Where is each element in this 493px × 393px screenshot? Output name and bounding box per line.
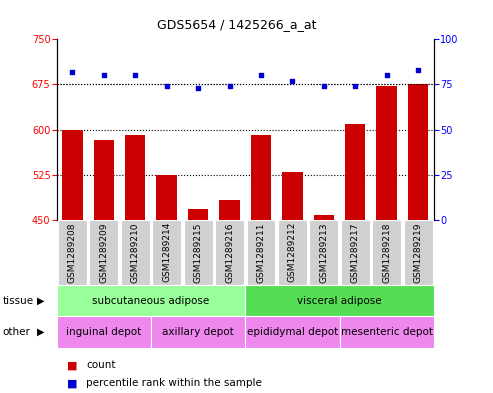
Point bbox=[288, 78, 296, 84]
Bar bbox=[340, 316, 434, 348]
Point bbox=[383, 72, 390, 79]
Text: ■: ■ bbox=[67, 360, 77, 371]
Text: GSM1289208: GSM1289208 bbox=[68, 222, 77, 283]
Bar bbox=[310, 220, 338, 285]
Bar bbox=[184, 220, 212, 285]
Text: subcutaneous adipose: subcutaneous adipose bbox=[92, 296, 210, 306]
Text: GSM1289210: GSM1289210 bbox=[131, 222, 140, 283]
Text: axillary depot: axillary depot bbox=[162, 327, 234, 337]
Bar bbox=[282, 172, 303, 220]
Bar bbox=[377, 86, 397, 220]
Point bbox=[226, 83, 234, 90]
Bar bbox=[57, 316, 151, 348]
Text: percentile rank within the sample: percentile rank within the sample bbox=[86, 378, 262, 388]
Bar bbox=[58, 220, 87, 285]
Text: ▶: ▶ bbox=[37, 327, 45, 337]
Text: GSM1289214: GSM1289214 bbox=[162, 222, 171, 283]
Bar bbox=[372, 220, 401, 285]
Bar bbox=[314, 215, 334, 220]
Text: other: other bbox=[2, 327, 31, 337]
Text: GSM1289219: GSM1289219 bbox=[414, 222, 423, 283]
Bar bbox=[121, 220, 150, 285]
Bar bbox=[94, 140, 114, 220]
Text: count: count bbox=[86, 360, 116, 371]
Bar bbox=[188, 209, 209, 220]
Text: GSM1289213: GSM1289213 bbox=[319, 222, 328, 283]
Bar bbox=[345, 124, 365, 220]
Text: ■: ■ bbox=[67, 378, 77, 388]
Bar bbox=[89, 220, 118, 285]
Bar bbox=[251, 135, 271, 220]
Text: mesenteric depot: mesenteric depot bbox=[341, 327, 433, 337]
Text: visceral adipose: visceral adipose bbox=[297, 296, 382, 306]
Point bbox=[414, 67, 422, 73]
Bar bbox=[125, 134, 145, 220]
Bar bbox=[278, 220, 307, 285]
Bar bbox=[156, 175, 177, 220]
Point bbox=[194, 85, 202, 91]
Text: ▶: ▶ bbox=[37, 296, 45, 306]
Text: tissue: tissue bbox=[2, 296, 34, 306]
Text: GSM1289215: GSM1289215 bbox=[194, 222, 203, 283]
Text: GSM1289216: GSM1289216 bbox=[225, 222, 234, 283]
Point bbox=[257, 72, 265, 79]
Bar bbox=[245, 285, 434, 316]
Point bbox=[100, 72, 108, 79]
Bar bbox=[341, 220, 370, 285]
Point bbox=[131, 72, 139, 79]
Text: GSM1289218: GSM1289218 bbox=[382, 222, 391, 283]
Bar bbox=[219, 200, 240, 220]
Bar bbox=[152, 220, 181, 285]
Text: GDS5654 / 1425266_a_at: GDS5654 / 1425266_a_at bbox=[157, 18, 317, 31]
Bar bbox=[57, 285, 245, 316]
Point bbox=[69, 69, 76, 75]
Text: GSM1289209: GSM1289209 bbox=[99, 222, 108, 283]
Bar bbox=[408, 84, 428, 220]
Bar bbox=[246, 220, 276, 285]
Point bbox=[320, 83, 328, 90]
Bar bbox=[404, 220, 432, 285]
Text: GSM1289212: GSM1289212 bbox=[288, 222, 297, 283]
Text: epididymal depot: epididymal depot bbox=[247, 327, 338, 337]
Text: GSM1289217: GSM1289217 bbox=[351, 222, 360, 283]
Bar bbox=[245, 316, 340, 348]
Bar bbox=[215, 220, 244, 285]
Bar bbox=[62, 130, 83, 220]
Text: inguinal depot: inguinal depot bbox=[66, 327, 141, 337]
Point bbox=[352, 83, 359, 90]
Text: GSM1289211: GSM1289211 bbox=[256, 222, 266, 283]
Point bbox=[163, 83, 171, 90]
Bar bbox=[151, 316, 245, 348]
